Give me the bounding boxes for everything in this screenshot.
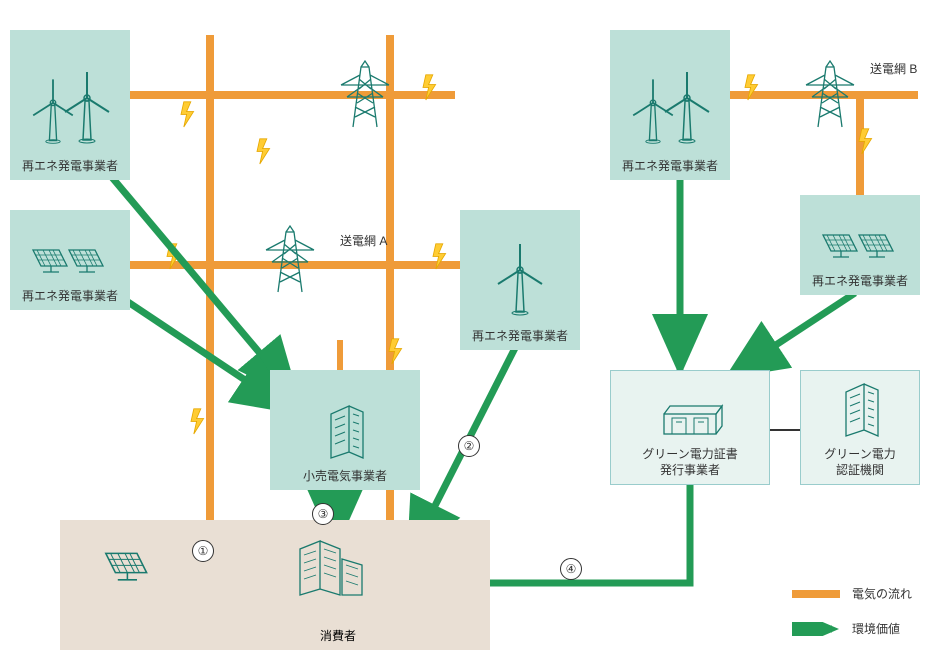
node-label: 小売電気事業者 [303,468,387,484]
node-label: 再エネ発電事業者 [22,288,118,304]
node-mid_wind: 再エネ発電事業者 [460,210,580,350]
grid-label-a: 送電網 A [340,232,387,249]
node-label: 再エネ発電事業者 [812,273,908,289]
grid-label-b: 送電網 B [870,60,917,77]
node-label: グリーン電力証書発行事業者 [642,446,737,478]
step-circle-3: ③ [312,503,334,525]
node-greenauth: グリーン電力認証機関 [800,370,920,485]
node-label: 再エネ発電事業者 [472,328,568,344]
legend: 電気の流れ 環境価値 [792,585,912,637]
node-ml_solar: 再エネ発電事業者 [10,210,130,310]
step-circle-1: ① [192,540,214,562]
node-tr_solar: 再エネ発電事業者 [800,195,920,295]
node-label: 再エネ発電事業者 [622,158,718,174]
consumer-label: 消費者 [320,627,356,644]
legend-green-label: 環境価値 [852,620,900,637]
node-tl_wind: 再エネ発電事業者 [10,30,130,180]
node-greencert: グリーン電力証書発行事業者 [610,370,770,485]
node-label: グリーン電力認証機関 [824,446,895,478]
node-tr_wind: 再エネ発電事業者 [610,30,730,180]
legend-orange-label: 電気の流れ [852,585,912,602]
step-circle-2: ② [458,435,480,457]
step-circle-4: ④ [560,558,582,580]
legend-row-green: 環境価値 [792,620,912,637]
node-label: 再エネ発電事業者 [22,158,118,174]
legend-row-orange: 電気の流れ [792,585,912,602]
node-retailer: 小売電気事業者 [270,370,420,490]
consumer-area: 消費者 [60,520,490,650]
